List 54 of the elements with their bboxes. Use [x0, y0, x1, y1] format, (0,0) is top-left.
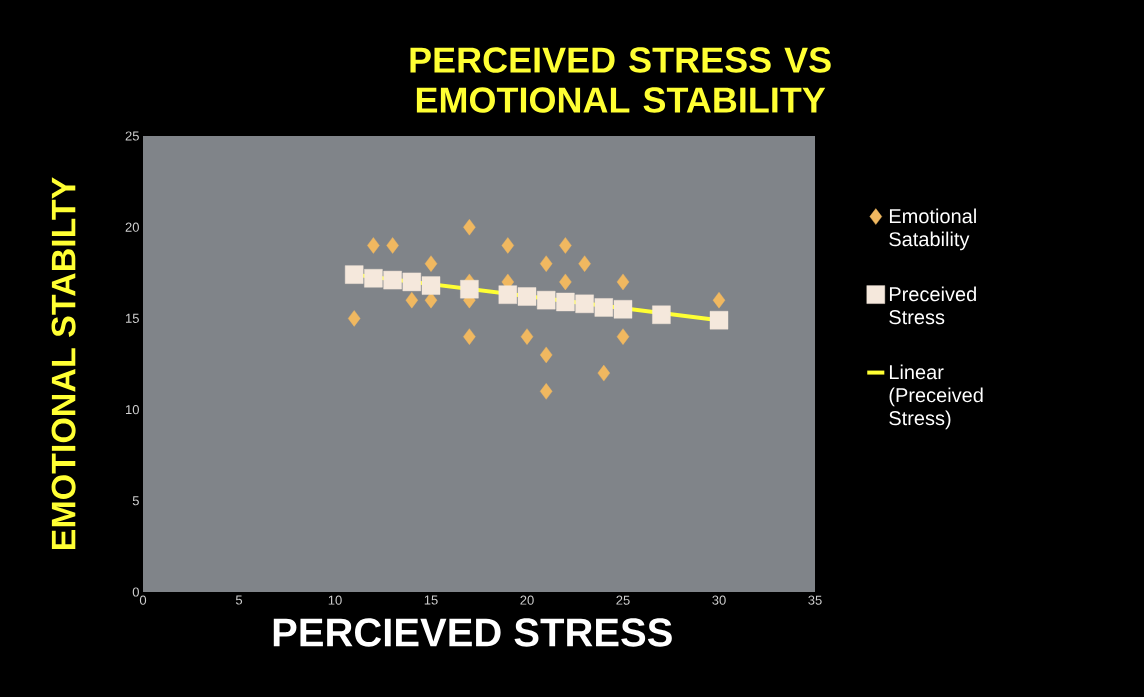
point — [712, 291, 726, 309]
point — [348, 310, 361, 327]
point — [575, 294, 594, 314]
point — [652, 305, 671, 324]
legend-label: Preceived Stress — [889, 286, 976, 325]
y-tick-label: 20 — [125, 222, 139, 232]
point — [498, 285, 517, 304]
point — [594, 298, 613, 317]
point — [501, 237, 514, 254]
point — [421, 276, 441, 295]
x-tick-label: 5 — [235, 595, 243, 605]
y-tick-label: 0 — [132, 587, 139, 597]
point — [616, 328, 630, 345]
point — [405, 291, 418, 309]
point — [559, 237, 572, 254]
point — [520, 328, 534, 345]
x-tick-label: 0 — [139, 595, 147, 605]
point — [345, 265, 364, 284]
point — [709, 311, 729, 330]
point — [559, 273, 572, 291]
point — [367, 237, 380, 254]
chart-title: PERCEIVED STRESS VS EMOTIONAL STABILITY — [410, 47, 831, 113]
x-tick-label: 35 — [808, 595, 822, 605]
point — [537, 290, 556, 310]
y-tick-label: 25 — [125, 131, 139, 141]
x-axis-title: PERCIEVED STRESS — [273, 618, 672, 647]
point — [556, 292, 575, 312]
point — [613, 300, 633, 319]
point — [517, 287, 537, 306]
y-tick-label: 10 — [126, 404, 139, 415]
x-tick-label: 10 — [328, 595, 342, 605]
legend-label: Linear (Preceived Stress) — [889, 364, 983, 430]
point — [540, 255, 553, 272]
point — [597, 364, 610, 382]
point — [424, 255, 438, 272]
y-axis-title: EMOTIONAL STABILTY — [51, 177, 76, 550]
x-tick-label: 20 — [520, 595, 534, 605]
point — [402, 272, 422, 292]
point — [540, 383, 553, 400]
point — [578, 255, 591, 272]
point — [460, 280, 479, 299]
point — [386, 237, 399, 254]
x-tick-label: 15 — [424, 595, 438, 605]
point — [540, 346, 553, 364]
x-tick-label: 25 — [616, 595, 630, 605]
point — [364, 269, 383, 288]
point — [463, 328, 476, 345]
point — [463, 219, 476, 236]
y-tick-label: 15 — [126, 313, 139, 323]
point — [616, 273, 630, 291]
x-tick-label: 30 — [712, 595, 726, 605]
point — [383, 270, 402, 290]
y-tick-label: 5 — [132, 496, 139, 506]
legend-label: Emotional Satability — [889, 208, 976, 251]
